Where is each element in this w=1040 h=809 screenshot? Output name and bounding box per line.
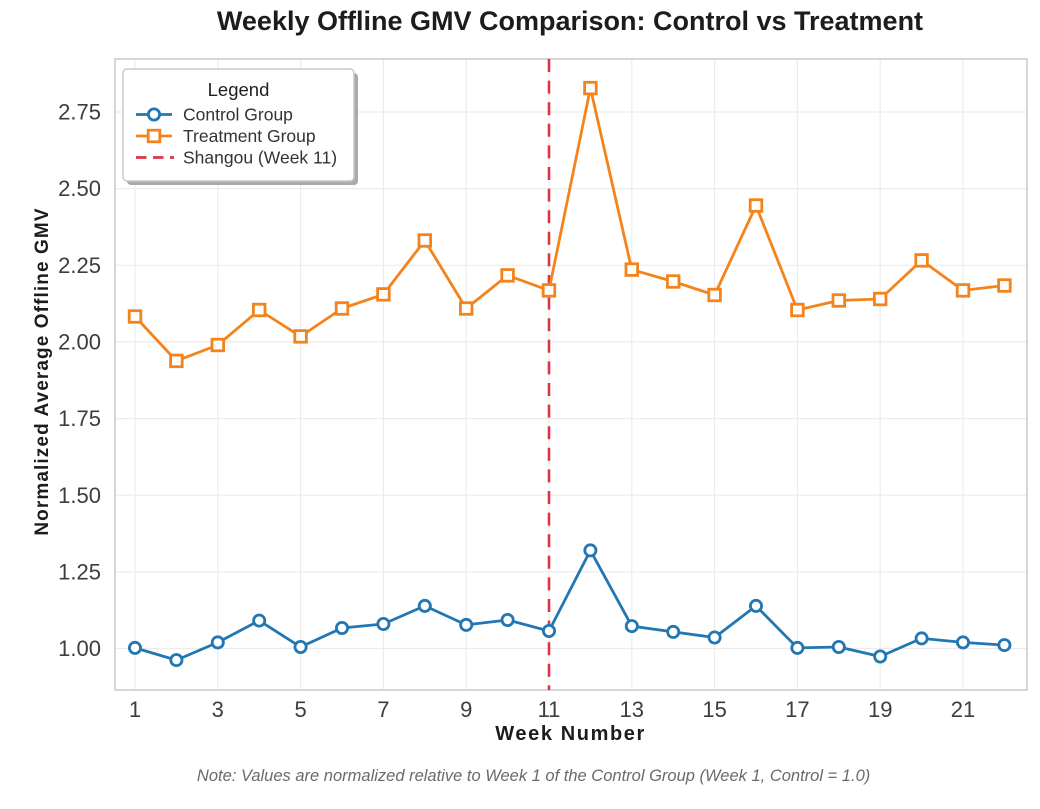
svg-text:Week Number: Week Number	[495, 723, 646, 745]
svg-text:7: 7	[377, 697, 389, 722]
svg-text:2.50: 2.50	[58, 176, 101, 201]
svg-text:21: 21	[951, 697, 975, 722]
svg-text:1.75: 1.75	[58, 406, 101, 431]
svg-text:Control Group: Control Group	[183, 105, 293, 125]
svg-text:9: 9	[460, 697, 472, 722]
svg-text:2.75: 2.75	[58, 100, 101, 125]
svg-text:Normalized Average Offline GMV: Normalized Average Offline GMV	[32, 207, 53, 535]
svg-text:Shangou (Week 11): Shangou (Week 11)	[183, 148, 337, 168]
svg-text:1: 1	[129, 697, 141, 722]
svg-text:3: 3	[212, 697, 224, 722]
svg-text:11: 11	[538, 697, 561, 722]
svg-text:19: 19	[868, 697, 892, 722]
svg-text:2.00: 2.00	[58, 330, 101, 355]
svg-text:17: 17	[785, 697, 809, 722]
svg-text:13: 13	[620, 697, 644, 722]
svg-text:2.25: 2.25	[58, 253, 101, 278]
svg-text:Weekly Offline GMV Comparison:: Weekly Offline GMV Comparison: Control v…	[217, 6, 923, 36]
svg-text:Note: Values are normalized re: Note: Values are normalized relative to …	[197, 767, 870, 785]
svg-text:Legend: Legend	[208, 79, 270, 100]
svg-text:1.00: 1.00	[58, 636, 101, 661]
svg-text:1.25: 1.25	[58, 560, 101, 585]
svg-text:15: 15	[702, 697, 726, 722]
svg-text:Treatment Group: Treatment Group	[183, 126, 316, 146]
svg-text:5: 5	[294, 697, 306, 722]
svg-text:1.50: 1.50	[58, 483, 101, 508]
